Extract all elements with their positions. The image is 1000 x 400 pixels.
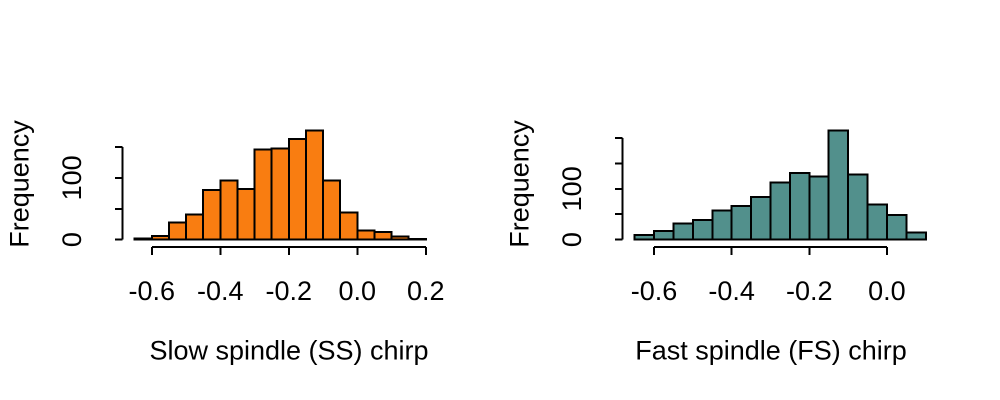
histogram-bar (653, 229, 675, 241)
histogram-bar (390, 235, 410, 241)
histogram-bar (885, 214, 908, 241)
histogram-bar (236, 188, 256, 241)
y-axis-label: Frequency (504, 120, 535, 248)
x-tick-label: 0.0 (868, 276, 906, 306)
x-tick-label: -0.6 (631, 276, 678, 306)
histogram-bar (304, 129, 325, 241)
y-tick-label: 100 (57, 155, 87, 200)
y-axis-label: Frequency (4, 120, 35, 248)
histogram-bar (339, 211, 359, 241)
x-tick-label: -0.4 (197, 276, 244, 306)
histogram-bar (133, 237, 153, 241)
histogram-bar (905, 231, 927, 241)
x-axis-title: Fast spindle (FS) chirp (635, 335, 907, 366)
histogram-bar (633, 234, 656, 241)
histogram-bar (769, 181, 791, 241)
x-tick-label: -0.2 (786, 276, 833, 306)
histogram-bar (730, 205, 753, 241)
histogram-slow-spindle: 0 100 -0.6 -0.4 -0.2 0.0 0.2 Frequency Slow sp… (4, 120, 445, 366)
x-tick-label: -0.2 (265, 276, 312, 306)
histogram-plot-slow-spindle: 0 100 -0.6 -0.4 -0.2 0.0 0.2 (57, 129, 445, 306)
histogram-bar (373, 231, 393, 241)
histogram-bar (788, 172, 811, 241)
histogram-bar (866, 203, 888, 241)
histogram-bar (711, 209, 733, 241)
histogram-bar (167, 221, 188, 241)
histogram-bar (407, 238, 427, 241)
x-tick-label: 0.2 (407, 276, 445, 306)
histogram-bar (827, 129, 850, 241)
histogram-bar (356, 229, 376, 241)
histogram-bar (322, 179, 342, 241)
histogram-bar (287, 138, 307, 241)
histogram-fast-spindle: 0 100 -0.6 -0.4 -0.2 0.0 Frequency Fast spind… (500, 0, 1000, 400)
y-tick-label: 100 (557, 166, 587, 211)
histogram-bar (672, 222, 694, 241)
x-tick-label: 0.0 (338, 276, 376, 306)
histogram-bar (691, 218, 714, 241)
x-axis-title: Slow spindle (SS) chirp (149, 335, 429, 366)
y-tick-label: 0 (557, 232, 587, 247)
histogram-bar (150, 234, 170, 241)
x-tick-label: -0.6 (129, 276, 176, 306)
histogram-bar (750, 195, 772, 241)
x-tick-label: -0.4 (708, 276, 755, 306)
histogram-bar (808, 175, 830, 241)
histogram-bar (185, 213, 205, 241)
histogram-bar (270, 147, 290, 241)
histogram-plot-fast-spindle: 0 100 -0.6 -0.4 -0.2 0.0 (557, 129, 927, 306)
y-tick-label: 0 (57, 232, 87, 247)
histogram-bar (219, 179, 239, 241)
histogram-bar (847, 173, 869, 241)
histogram-bar (253, 148, 273, 241)
histogram-bar (202, 189, 222, 241)
